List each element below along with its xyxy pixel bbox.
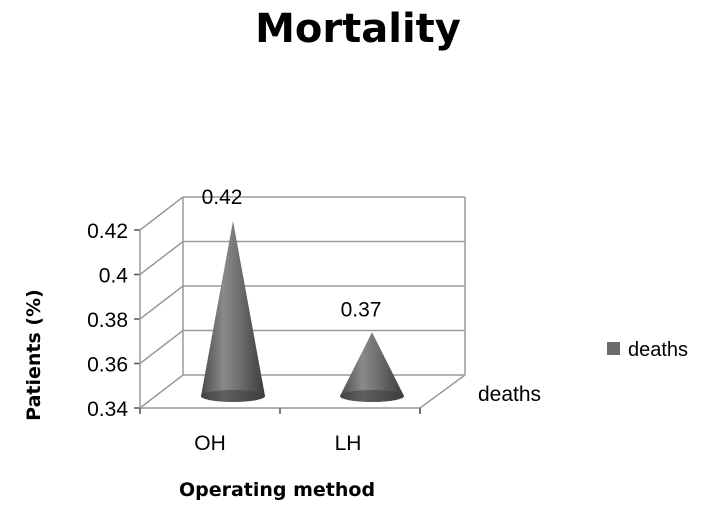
gridlines <box>139 196 465 409</box>
depth-axis-label: deaths <box>478 383 541 406</box>
side-gridline <box>139 285 184 320</box>
y-tick-labels: 0.34 0.36 0.38 0.4 0.42 <box>87 220 128 421</box>
x-tick-label: OH <box>194 432 226 455</box>
legend-swatch <box>607 342 620 355</box>
y-tick-label: 0.42 <box>87 220 128 243</box>
side-gridline <box>139 374 184 409</box>
data-label: 0.42 <box>202 186 243 209</box>
x-tick-label: LH <box>335 432 362 455</box>
cones: 0.42 0.37 <box>201 186 404 402</box>
side-gridline <box>139 240 184 276</box>
cone-lh: 0.37 <box>340 298 404 402</box>
cone-body <box>201 221 265 402</box>
cone-oh: 0.42 <box>201 186 265 402</box>
legend: deaths <box>607 339 688 361</box>
chart-title: Mortality <box>255 6 461 52</box>
x-tick-labels: OH LH <box>194 432 361 455</box>
cone-base <box>201 390 265 402</box>
y-tick-label: 0.36 <box>87 354 128 377</box>
axes <box>134 197 466 414</box>
y-tick-label: 0.4 <box>99 265 129 288</box>
legend-label: deaths <box>628 339 688 361</box>
side-gridline <box>139 196 184 231</box>
floor-right-edge <box>419 374 466 409</box>
cone-body <box>340 332 404 402</box>
x-axis-title: Operating method <box>179 479 375 501</box>
y-axis-title: Patients (%) <box>23 289 45 421</box>
y-tick-label: 0.38 <box>87 309 128 332</box>
side-gridline <box>139 329 184 365</box>
data-label: 0.37 <box>341 298 382 321</box>
y-tick-label: 0.34 <box>87 398 128 421</box>
cone-base <box>340 390 404 402</box>
